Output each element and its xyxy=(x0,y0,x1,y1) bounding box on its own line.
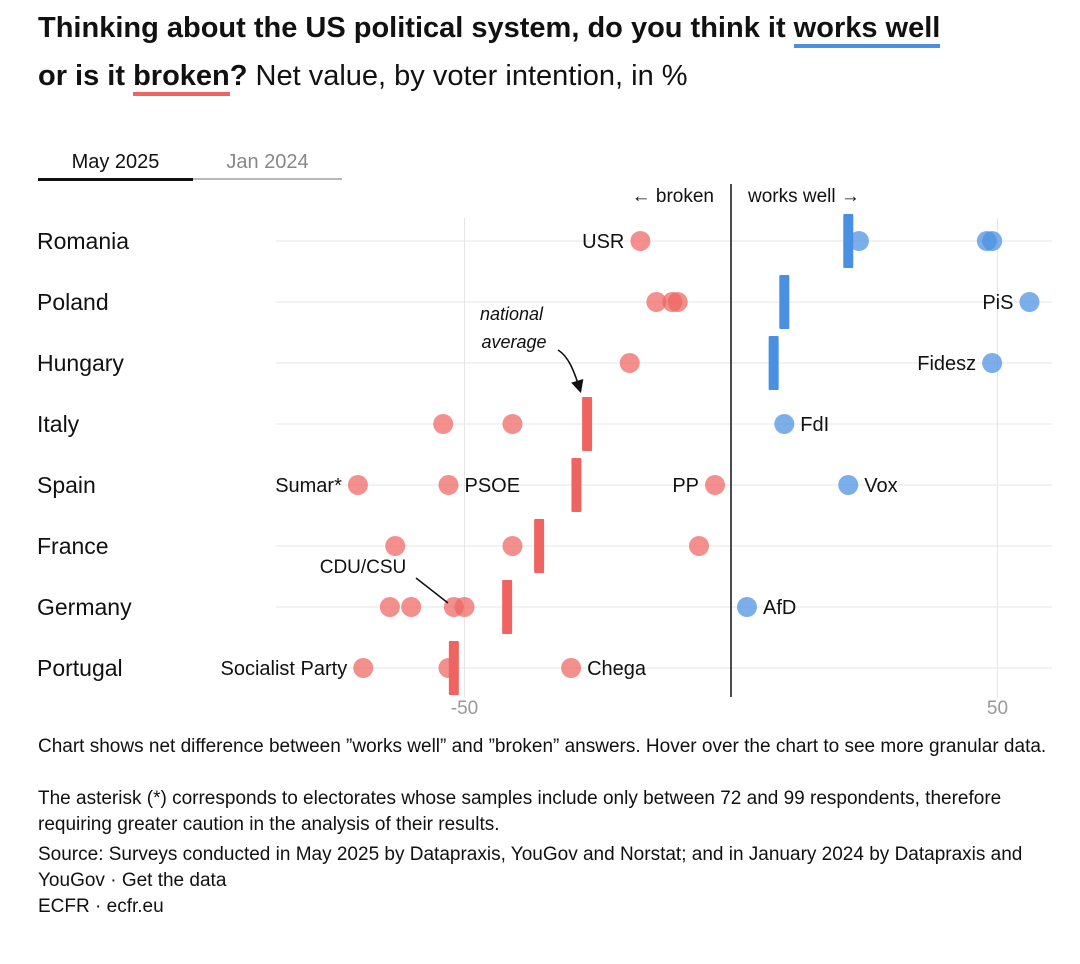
dot-romania-usr[interactable] xyxy=(630,231,651,251)
annotations: national average CDU/CSU xyxy=(320,304,584,604)
title-part-1: Thinking about the US political system, … xyxy=(38,12,794,44)
dot-poland-pis[interactable] xyxy=(1019,292,1040,312)
country-labels: Romania Poland Hungary Italy Spain France Germ… xyxy=(37,228,132,681)
party-label-psoe: PSOE xyxy=(465,475,521,497)
separator: · xyxy=(89,896,107,917)
party-label-fidesz: Fidesz xyxy=(917,353,976,375)
dot-spain-pp[interactable] xyxy=(705,475,726,495)
dot-france-19[interactable] xyxy=(689,536,710,556)
annotation-line-2: average xyxy=(481,332,546,352)
country-label-italy: Italy xyxy=(37,411,80,437)
avg-bar-romania[interactable] xyxy=(843,214,854,268)
party-dots xyxy=(347,231,1040,678)
country-label-poland: Poland xyxy=(37,289,109,315)
dot-romania-1[interactable] xyxy=(848,231,869,251)
party-label-usr: USR xyxy=(582,231,624,253)
title-broken: broken xyxy=(133,60,230,96)
party-label-fdi: FdI xyxy=(800,414,829,436)
country-label-romania: Romania xyxy=(37,228,129,254)
dot-poland-4[interactable] xyxy=(646,292,667,312)
annotation-cdu-csu: CDU/CSU xyxy=(320,557,407,578)
party-label-vox: Vox xyxy=(864,475,897,497)
period-tabs: May 2025 Jan 2024 xyxy=(38,146,342,181)
x-tick-lines xyxy=(464,218,998,697)
dot-portugal-chega[interactable] xyxy=(561,658,582,678)
chart-notes: Chart shows net difference between ”work… xyxy=(38,734,1058,920)
dot-france-18[interactable] xyxy=(502,536,523,556)
country-label-portugal: Portugal xyxy=(37,655,123,681)
get-data-link[interactable]: Get the data xyxy=(121,870,227,891)
country-label-hungary: Hungary xyxy=(37,350,124,376)
title-part-2: or is it xyxy=(38,60,134,92)
party-label-chega: Chega xyxy=(587,658,647,680)
avg-bar-germany[interactable] xyxy=(502,580,513,634)
direction-label-broken: ← broken xyxy=(632,186,714,207)
note-explanation: Chart shows net difference between ”work… xyxy=(38,736,1047,757)
country-label-france: France xyxy=(37,533,109,559)
avg-bar-spain[interactable] xyxy=(571,458,582,512)
direction-label-works-well: works well → xyxy=(747,186,860,207)
country-label-spain: Spain xyxy=(37,472,96,498)
dot-plot-chart[interactable]: ← broken works well → Romania Poland Hunga… xyxy=(0,180,1080,720)
annotation-line-1: national xyxy=(480,304,544,324)
dot-germany-afd[interactable] xyxy=(736,597,757,617)
note-org: ECFR · ecfr.eu xyxy=(38,894,1058,920)
tick-label-50: -50 xyxy=(451,698,478,719)
dot-germany-23[interactable] xyxy=(454,597,475,617)
dot-hungary-fidesz[interactable] xyxy=(982,353,1003,373)
annotation-line-cdu-csu xyxy=(415,577,449,604)
title-part-3: ? xyxy=(229,60,248,92)
dot-france-17[interactable] xyxy=(385,536,406,556)
note-asterisk: The asterisk (*) corresponds to electora… xyxy=(38,788,1002,835)
party-labels: USR PiS Fidesz FdI Sumar* PSOE PP Vox AfD Sociali… xyxy=(221,231,1014,680)
dot-italy-11[interactable] xyxy=(502,414,523,434)
party-label-afd: AfD xyxy=(763,597,796,619)
title-subtitle: Net value, by voter intention, in % xyxy=(247,60,688,92)
separator: · xyxy=(104,870,122,891)
title-works-well: works well xyxy=(793,12,941,48)
dot-spain-psoe[interactable] xyxy=(438,475,459,495)
dot-hungary-8[interactable] xyxy=(619,353,640,373)
dot-spain-sumar[interactable] xyxy=(347,475,368,495)
dot-germany-21[interactable] xyxy=(401,597,422,617)
dot-portugal-socialist-party[interactable] xyxy=(353,658,374,678)
country-label-germany: Germany xyxy=(37,594,132,620)
dot-romania-3[interactable] xyxy=(982,231,1003,251)
annotation-arrow-national-average xyxy=(557,349,584,394)
org-name: ECFR xyxy=(38,896,90,917)
avg-bar-poland[interactable] xyxy=(779,275,790,329)
avg-bar-italy[interactable] xyxy=(582,397,593,451)
x-tick-labels: -50 50 xyxy=(451,698,1008,719)
national-average-bars xyxy=(448,214,854,695)
dot-portugal-26[interactable] xyxy=(438,658,459,678)
source-text: Source: Surveys conducted in May 2025 by… xyxy=(38,844,1023,891)
dot-italy-10[interactable] xyxy=(433,414,454,434)
party-label-socialist-party: Socialist Party xyxy=(221,658,348,680)
tab-may-2025[interactable]: May 2025 xyxy=(38,146,193,181)
tick-label-50: 50 xyxy=(987,698,1008,719)
party-label-pp: PP xyxy=(672,475,699,497)
party-label-sumar: Sumar* xyxy=(275,475,342,497)
dot-italy-fdi[interactable] xyxy=(774,414,795,434)
avg-bar-hungary[interactable] xyxy=(768,336,779,390)
dot-germany-20[interactable] xyxy=(379,597,400,617)
site-link[interactable]: ecfr.eu xyxy=(106,896,164,917)
annotation-national-average: national average xyxy=(480,304,548,352)
chart-title: Thinking about the US political system, … xyxy=(38,4,1058,100)
dot-poland-6[interactable] xyxy=(667,292,688,312)
avg-bar-france[interactable] xyxy=(534,519,545,573)
note-source: Source: Surveys conducted in May 2025 by… xyxy=(38,842,1058,894)
dot-spain-vox[interactable] xyxy=(838,475,859,495)
party-label-pis: PiS xyxy=(982,292,1013,314)
tab-jan-2024[interactable]: Jan 2024 xyxy=(193,146,342,180)
